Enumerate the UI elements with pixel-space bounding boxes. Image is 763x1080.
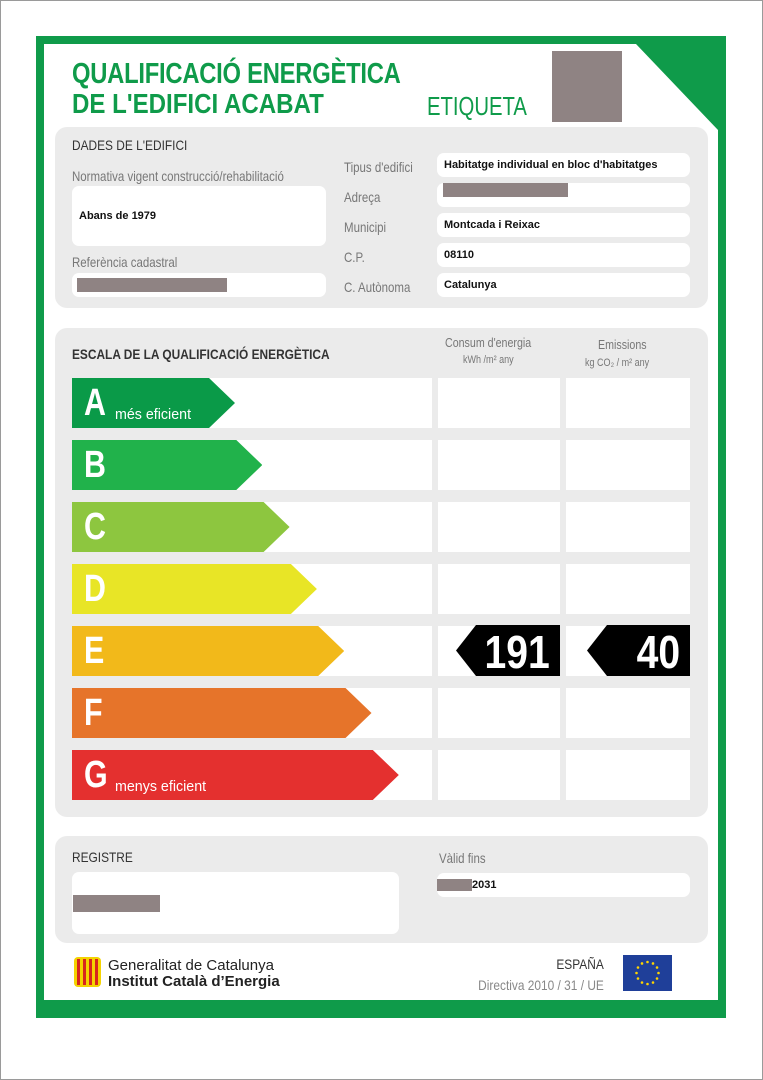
energy-cell-a [438, 378, 560, 428]
emissions-col-title: Emissions [598, 337, 647, 352]
class-arrow-c: C [72, 502, 290, 552]
building-heading: DADES DE L'EDIFICI [72, 137, 188, 153]
adreca-label: Adreça [344, 189, 381, 205]
class-letter: E [84, 630, 105, 672]
class-letter: G [84, 754, 108, 796]
class-subtitle: més eficient [115, 406, 192, 423]
class-arrow-b: B [72, 440, 262, 490]
energy-cell-f [438, 688, 560, 738]
emissions-col-unit: kg CO₂ / m² any [585, 357, 650, 369]
org2-text: Institut Català d’Energia [108, 973, 280, 990]
class-arrow-a: A més eficient [72, 378, 235, 428]
energy-cell-c [438, 502, 560, 552]
ca-value: Catalunya [444, 279, 497, 291]
normativa-label: Normativa vigent construcció/rehabilitac… [72, 168, 284, 184]
directive-text: Directiva 2010 / 31 / UE [478, 977, 604, 993]
redacted-registre [73, 895, 160, 912]
class-letter: F [84, 692, 103, 734]
title-line1: QUALIFICACIÓ ENERGÈTICA [72, 58, 401, 90]
eu-flag-icon [623, 955, 672, 991]
valid-value: 2031 [472, 879, 497, 891]
normativa-field [72, 186, 326, 246]
tipus-field [437, 153, 690, 177]
tipus-value: Habitatge individual en bloc d'habitatge… [444, 159, 658, 171]
label-etiqueta: ETIQUETA [427, 91, 527, 121]
energy-value: 191 [484, 626, 550, 678]
redacted-code [552, 51, 622, 122]
redacted-referencia [77, 278, 227, 292]
cp-field [437, 243, 690, 267]
class-subtitle: menys eficient [115, 778, 207, 795]
redacted-adreca [443, 183, 568, 197]
class-letter: B [84, 444, 106, 486]
tipus-label: Tipus d'edifici [344, 159, 413, 175]
emissions-cell-f [566, 688, 690, 738]
energy-cell-b [438, 440, 560, 490]
energy-cell-d [438, 564, 560, 614]
municipi-field [437, 213, 690, 237]
energy-col-unit: kWh /m² any [463, 354, 514, 366]
energy-cell-g [438, 750, 560, 800]
class-letter: A [84, 382, 106, 424]
emissions-cell-a [566, 378, 690, 428]
ca-field [437, 273, 690, 297]
cp-value: 08110 [444, 249, 474, 261]
emissions-rating-arrow: 40 [587, 625, 690, 676]
class-arrow-d: D [72, 564, 317, 614]
country-text: ESPAÑA [556, 956, 604, 972]
class-letter: C [84, 506, 106, 548]
municipi-label: Municipi [344, 219, 387, 235]
emissions-cell-g [566, 750, 690, 800]
emissions-cell-d [566, 564, 690, 614]
emissions-cell-b [566, 440, 690, 490]
ca-label: C. Autònoma [344, 279, 411, 295]
emissions-value: 40 [636, 626, 680, 678]
title-line2: DE L'EDIFICI ACABAT [72, 88, 324, 119]
emissions-cell-c [566, 502, 690, 552]
scale-heading: ESCALA DE LA QUALIFICACIÓ ENERGÈTICA [72, 346, 330, 362]
class-arrow-g: G menys eficient [72, 750, 399, 800]
org1-text: Generalitat de Catalunya [108, 957, 274, 974]
municipi-value: Montcada i Reixac [444, 219, 540, 231]
cp-label: C.P. [344, 249, 365, 265]
energy-col-title: Consum d'energia [445, 335, 532, 350]
valid-field [437, 873, 690, 897]
class-arrow-e: E [72, 626, 344, 676]
class-letter: D [84, 568, 106, 610]
registre-heading: REGISTRE [72, 849, 133, 865]
redacted-valid-date [437, 879, 472, 891]
referencia-label: Referència cadastral [72, 254, 178, 270]
valid-label: Vàlid fins [439, 850, 486, 866]
normativa-value: Abans de 1979 [79, 210, 157, 222]
class-arrow-f: F [72, 688, 372, 738]
generalitat-logo-icon [74, 957, 101, 987]
energy-rating-arrow: 191 [456, 625, 560, 676]
